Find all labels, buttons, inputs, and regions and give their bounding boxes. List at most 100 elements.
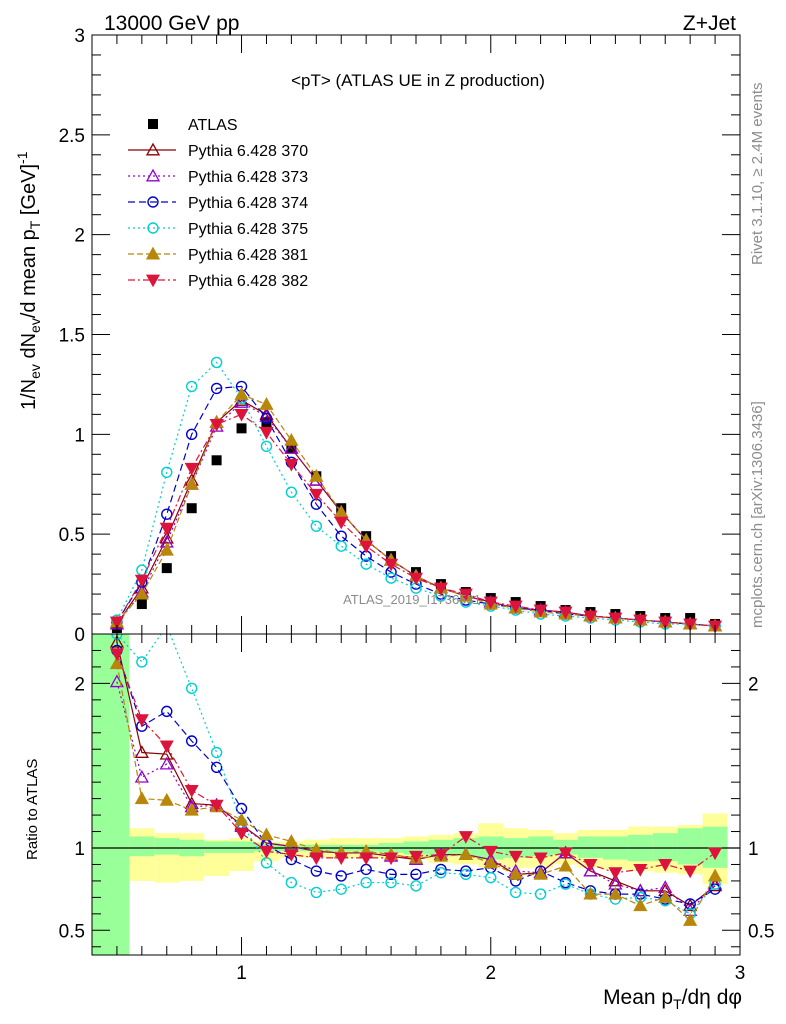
ratio-series-4 <box>109 656 723 926</box>
ratio-point <box>285 876 298 889</box>
ratio-point <box>210 746 223 759</box>
main-point <box>184 476 199 490</box>
ratio-point <box>159 740 174 754</box>
ratio-point <box>410 880 422 892</box>
main-point <box>186 503 197 514</box>
main-series-6 <box>109 408 723 634</box>
main-point <box>234 408 249 422</box>
ratio-point <box>335 870 347 882</box>
main-point <box>211 455 222 466</box>
legend-marker <box>145 246 161 260</box>
main-ytick-label: 1.5 <box>59 326 85 347</box>
main-series-line-3 <box>116 385 716 627</box>
main-point <box>210 356 223 369</box>
xtick-label: 1 <box>236 963 247 984</box>
ratio-point <box>210 761 223 774</box>
main-point <box>360 558 372 570</box>
ratio-point <box>709 883 721 895</box>
main-point <box>209 418 224 432</box>
ratio-ytick-label-right: 2 <box>748 674 759 695</box>
ratio-point <box>583 886 598 900</box>
ratio-point <box>385 876 397 889</box>
main-point <box>260 412 273 425</box>
main-point <box>284 458 299 472</box>
ratio-point <box>334 852 349 866</box>
watermark: ATLAS_2019_I1736531 <box>343 592 481 607</box>
ratio-point <box>509 886 522 899</box>
legend-entry: Pythia 6.428 382 <box>128 273 308 290</box>
main-point <box>161 466 173 478</box>
legend-marker <box>147 196 159 208</box>
ratio-point <box>533 867 548 880</box>
ratio-point <box>209 799 224 813</box>
ratio-point <box>460 868 472 881</box>
xtick-label: 2 <box>485 963 496 984</box>
legend: ATLAS Pythia 6.428 370 Pythia 6.428 373 Pyt… <box>128 117 308 290</box>
main-point <box>184 462 199 476</box>
main-ytick-label: 1 <box>74 425 85 446</box>
main-ytick-label: 0 <box>74 625 85 646</box>
ratio-point <box>335 883 347 895</box>
main-ytick-label: 0.5 <box>59 525 85 546</box>
legend-label: Pythia 6.428 374 <box>188 195 308 212</box>
ratio-point <box>184 802 199 816</box>
ratio-point <box>433 849 448 862</box>
main-series-layer <box>109 356 723 634</box>
main-point <box>334 516 349 530</box>
legend-label: ATLAS <box>188 117 238 134</box>
main-point <box>284 432 299 446</box>
ratio-point <box>683 913 698 926</box>
main-point <box>608 612 623 626</box>
plot-title: <pT> (ATLAS UE in Z production) <box>291 71 545 90</box>
main-point <box>161 563 172 574</box>
ratio-series-5 <box>109 648 723 880</box>
ratio-series-line-1 <box>116 681 716 912</box>
ratio-point <box>109 634 125 648</box>
legend-marker <box>147 222 159 234</box>
ratio-point <box>707 868 723 882</box>
main-point <box>136 599 147 610</box>
ratio-point <box>534 888 547 900</box>
main-point <box>385 572 397 584</box>
ratio-point <box>508 850 523 864</box>
main-point <box>236 423 247 434</box>
process-label: Z+Jet <box>683 12 736 35</box>
ratio-point <box>134 791 149 805</box>
ratio-point <box>184 784 199 798</box>
mcplots-side-label: mcplots.cern.ch [arXiv:1306.3436] <box>749 401 766 628</box>
band-green <box>229 841 254 853</box>
legend-entry: Pythia 6.428 373 <box>128 168 308 186</box>
band-green <box>129 836 155 857</box>
ratio-ytick-label-right: 1 <box>748 839 759 860</box>
ratio-series-layer <box>109 634 723 926</box>
band-green <box>92 634 130 955</box>
main-point <box>159 522 174 536</box>
energy-label: 13000 GeV pp <box>104 12 239 35</box>
band-green <box>453 838 479 857</box>
legend-entry: Pythia 6.428 370 <box>128 142 308 160</box>
legend-label: Pythia 6.428 382 <box>188 273 308 290</box>
ratio-ytick-label: 1 <box>74 839 85 860</box>
ratio-point <box>435 863 447 876</box>
legend-entry: Pythia 6.428 374 <box>128 195 308 212</box>
legend-entry: Pythia 6.428 375 <box>128 221 308 238</box>
ratio-point <box>558 858 573 872</box>
ratio-point <box>136 656 148 668</box>
ratio-point <box>485 871 497 884</box>
legend-label: Pythia 6.428 370 <box>188 143 308 160</box>
main-point <box>310 520 323 532</box>
ratio-point <box>458 831 473 844</box>
ratio-point <box>134 714 149 727</box>
ratio-ytick-label-right: 0.5 <box>748 921 774 942</box>
main-point <box>433 582 448 596</box>
legend-label: Pythia 6.428 381 <box>188 247 308 264</box>
ratio-point <box>134 769 149 783</box>
main-point <box>260 440 273 453</box>
ratio-point <box>658 890 673 903</box>
band-green <box>677 828 703 865</box>
main-point <box>261 417 272 428</box>
main-point <box>210 382 223 395</box>
ratio-point <box>410 868 422 881</box>
ratio-point <box>109 656 125 670</box>
